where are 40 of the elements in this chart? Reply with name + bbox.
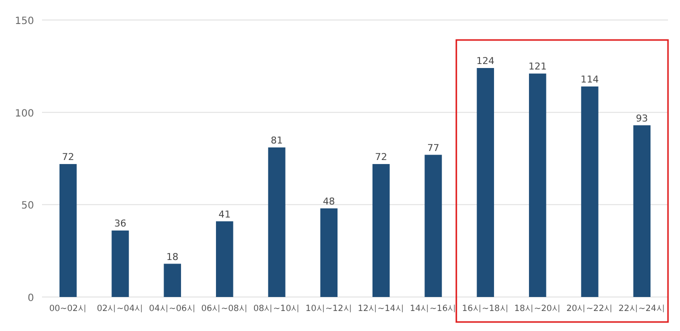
x-tick-label: 18시~20시 xyxy=(514,304,561,314)
data-label: 121 xyxy=(528,62,547,73)
data-label: 72 xyxy=(375,152,388,164)
bar xyxy=(112,230,129,297)
bar xyxy=(633,125,651,297)
x-tick-label: 22시~24시 xyxy=(618,304,666,314)
data-label: 18 xyxy=(166,252,178,263)
bar xyxy=(528,74,546,297)
x-tick-label: 08시~10시 xyxy=(253,304,300,314)
x-tick-label: 14시~16시 xyxy=(410,304,457,314)
bar xyxy=(424,154,442,297)
data-label: 114 xyxy=(580,74,599,86)
bar xyxy=(320,208,338,297)
x-tick-label: 06시~08시 xyxy=(201,304,248,314)
x-tick-label: 02시~04시 xyxy=(96,304,144,314)
data-label: 41 xyxy=(218,209,231,220)
bar xyxy=(581,86,598,297)
y-tick-label: 0 xyxy=(28,293,34,304)
x-tick-label: 12시~14시 xyxy=(358,304,404,314)
bar xyxy=(476,68,494,297)
data-label: 124 xyxy=(476,56,494,68)
x-tick-label: 16시~18시 xyxy=(462,304,509,314)
x-tick-label: 00~02시 xyxy=(49,304,87,314)
data-label: 81 xyxy=(270,135,283,146)
y-tick-label: 150 xyxy=(14,16,34,27)
data-label: 72 xyxy=(62,152,74,164)
bar xyxy=(372,164,390,297)
x-tick-label: 10시~12시 xyxy=(306,304,352,314)
x-tick-label: 04시~06시 xyxy=(149,304,196,314)
bar xyxy=(216,221,234,297)
y-tick-label: 100 xyxy=(14,108,34,120)
bar xyxy=(164,264,182,297)
bar xyxy=(268,147,286,297)
data-label: 36 xyxy=(114,218,126,230)
data-label: 48 xyxy=(322,196,335,208)
y-tick-label: 50 xyxy=(21,200,34,212)
data-label: 93 xyxy=(636,113,648,124)
data-label: 77 xyxy=(427,142,440,154)
bar xyxy=(59,164,77,297)
x-tick-label: 20시~22시 xyxy=(566,304,614,314)
